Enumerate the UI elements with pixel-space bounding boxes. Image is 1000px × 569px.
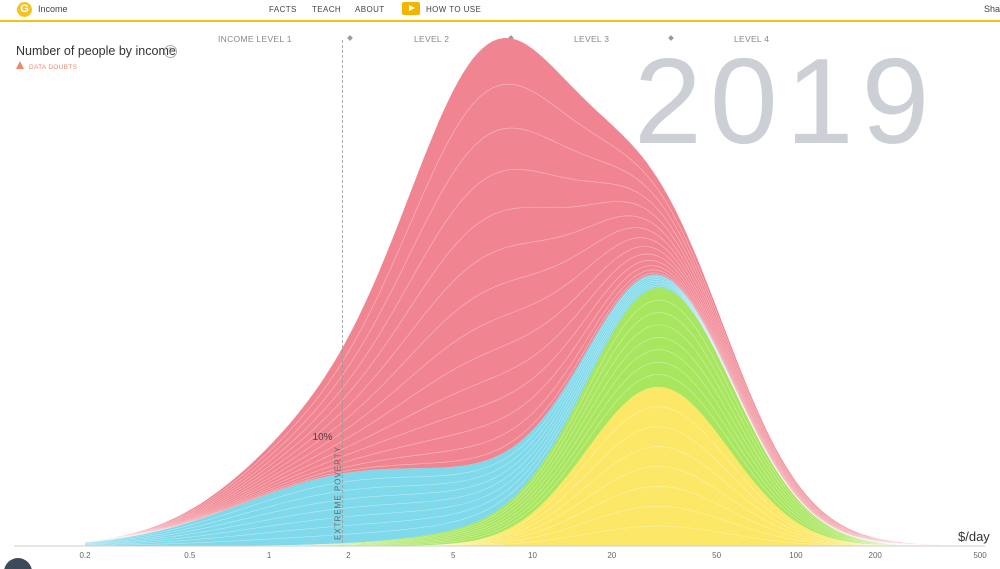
share-button[interactable]: Shar (984, 4, 1000, 14)
area-income-red-region[interactable] (85, 38, 980, 546)
bottom-left-control-icon[interactable] (4, 558, 32, 569)
app-title: Income (38, 4, 68, 14)
gapminder-logo-icon[interactable]: G (17, 2, 32, 17)
country-strand-line (85, 285, 981, 547)
country-strand-line (84, 282, 981, 547)
x-tick-label: 1 (267, 551, 272, 560)
income-level-3-label[interactable]: LEVEL 3 (574, 34, 610, 44)
extreme-poverty-label: EXTREME POVERTY (334, 446, 343, 540)
play-icon[interactable] (402, 2, 420, 15)
top-navigation-bar: G Income FACTS TEACH ABOUT HOW TO USE Sh… (0, 0, 1000, 22)
country-strand-line (84, 215, 981, 547)
country-strand-line (84, 277, 981, 547)
nav-facts-link[interactable]: FACTS (269, 5, 297, 14)
warning-icon (16, 61, 24, 69)
country-strand-line (84, 246, 980, 547)
country-strand-line (84, 168, 980, 547)
x-tick-label: 10 (528, 551, 537, 560)
area-income-yellow-region[interactable] (85, 386, 980, 546)
income-level-1-label[interactable]: INCOME LEVEL 1 (218, 34, 292, 44)
x-tick-label: 20 (607, 551, 616, 560)
country-strand-line (84, 265, 980, 547)
x-tick-label: 200 (869, 551, 883, 560)
country-strand-line (84, 227, 980, 547)
country-strand-line (84, 272, 981, 547)
country-strand-line (84, 284, 981, 547)
x-tick-label: 2 (346, 551, 351, 560)
income-level-4-label[interactable]: LEVEL 4 (734, 34, 770, 44)
year-watermark: 2019 (634, 33, 938, 169)
x-tick-label: 100 (789, 551, 803, 560)
income-level-2-label[interactable]: LEVEL 2 (414, 34, 450, 44)
help-icon[interactable]: ? (164, 45, 177, 58)
country-strand-line (84, 237, 980, 547)
x-axis-unit-label: $/day (958, 529, 990, 544)
chart-title: Number of people by income (16, 44, 176, 58)
x-tick-label: 0.2 (79, 551, 91, 560)
country-strand-line (84, 269, 981, 547)
area-income-green-region[interactable] (85, 287, 980, 546)
nav-about-link[interactable]: ABOUT (355, 5, 385, 14)
x-tick-label: 500 (973, 551, 987, 560)
country-strand-line (84, 280, 981, 547)
nav-how-to-use-link[interactable]: HOW TO USE (426, 5, 482, 14)
x-tick-label: 0.5 (184, 551, 196, 560)
poverty-share-label: 10% (313, 432, 333, 443)
nav-teach-link[interactable]: TEACH (312, 5, 342, 14)
x-tick-label: 50 (712, 551, 721, 560)
data-doubts-link[interactable]: DATA DOUBTS (29, 64, 78, 71)
country-strand-line (84, 275, 981, 547)
country-strand-line (84, 127, 980, 547)
country-strand-line (84, 260, 980, 547)
country-strand-line (84, 253, 980, 547)
x-tick-label: 5 (451, 551, 456, 560)
country-strand-line (84, 83, 981, 547)
country-strand-line (84, 279, 981, 547)
country-strand-line (84, 201, 980, 547)
